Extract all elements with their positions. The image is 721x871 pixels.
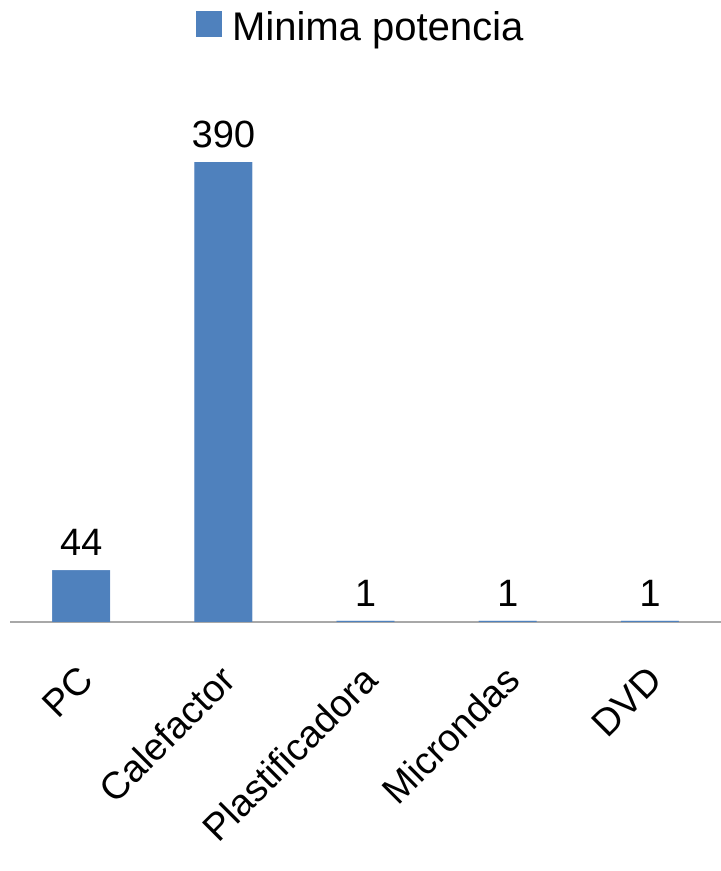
data-label-pc: 44 <box>60 522 102 564</box>
category-label-calefactor: Calefactor <box>91 658 243 810</box>
category-label-pc: PC <box>34 659 101 726</box>
data-label-dvd: 1 <box>639 573 660 615</box>
data-label-microndas: 1 <box>497 573 518 615</box>
bar-calefactor <box>194 162 253 622</box>
data-label-plastificadora: 1 <box>355 573 376 615</box>
legend-label: Minima potencia <box>232 5 524 49</box>
bars <box>52 162 679 622</box>
bar-plastificadora <box>336 620 395 622</box>
legend-swatch <box>196 11 222 37</box>
bar-pc <box>52 570 111 622</box>
bar-dvd <box>620 620 679 622</box>
data-label-calefactor: 390 <box>192 114 255 156</box>
data-labels: 44 390 1 1 1 <box>60 114 661 615</box>
legend: Minima potencia <box>196 5 524 49</box>
bar-microndas <box>478 620 537 622</box>
category-label-microndas: Microndas <box>374 659 528 813</box>
category-label-dvd: DVD <box>584 659 670 745</box>
